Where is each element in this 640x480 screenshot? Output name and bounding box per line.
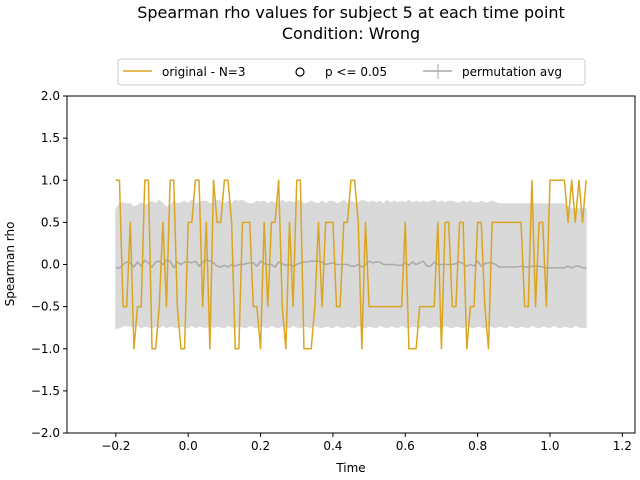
x-axis-ticks: −0.2 0.0 0.2 0.4 0.6 0.8 1.0 1.2 [101, 433, 632, 453]
y-tick-label: −1.5 [31, 384, 60, 398]
y-axis-ticks: 2.0 1.5 1.0 0.5 0.0 −0.5 −1.0 −1.5 −2.0 [31, 89, 67, 440]
y-axis-label: Spearman rho [3, 222, 17, 307]
y-tick-label: 1.5 [41, 131, 60, 145]
chart-title: Spearman rho values for subject 5 at eac… [137, 3, 565, 22]
x-tick-label: 1.2 [613, 439, 632, 453]
y-tick-label: 1.0 [41, 173, 60, 187]
original-line [115, 179, 587, 350]
x-tick-label: 0.4 [323, 439, 342, 453]
x-tick-label: 0.2 [251, 439, 270, 453]
chart-subtitle: Condition: Wrong [282, 24, 420, 43]
y-tick-label: 0.5 [41, 215, 60, 229]
legend-permutation-label: permutation avg [462, 65, 562, 79]
y-tick-label: 2.0 [41, 89, 60, 103]
permutation-avg-line [115, 259, 587, 269]
y-tick-label: −2.0 [31, 426, 60, 440]
legend-significance-label: p <= 0.05 [325, 65, 387, 79]
x-tick-label: 1.0 [540, 439, 559, 453]
x-tick-label: −0.2 [101, 439, 130, 453]
y-tick-label: −0.5 [31, 300, 60, 314]
legend-box [117, 58, 586, 86]
y-tick-label: −1.0 [31, 342, 60, 356]
x-tick-label: 0.8 [468, 439, 487, 453]
x-tick-label: 0.0 [179, 439, 198, 453]
x-tick-label: 0.6 [396, 439, 415, 453]
x-axis-label: Time [335, 461, 365, 475]
legend-original-label: original - N=3 [162, 65, 245, 79]
series-lines [115, 179, 587, 350]
y-tick-label: 0.0 [41, 258, 60, 272]
legend: original - N=3 p <= 0.05 permutation avg [117, 58, 586, 86]
plot-area [115, 179, 587, 350]
legend-significance-marker [295, 67, 305, 77]
